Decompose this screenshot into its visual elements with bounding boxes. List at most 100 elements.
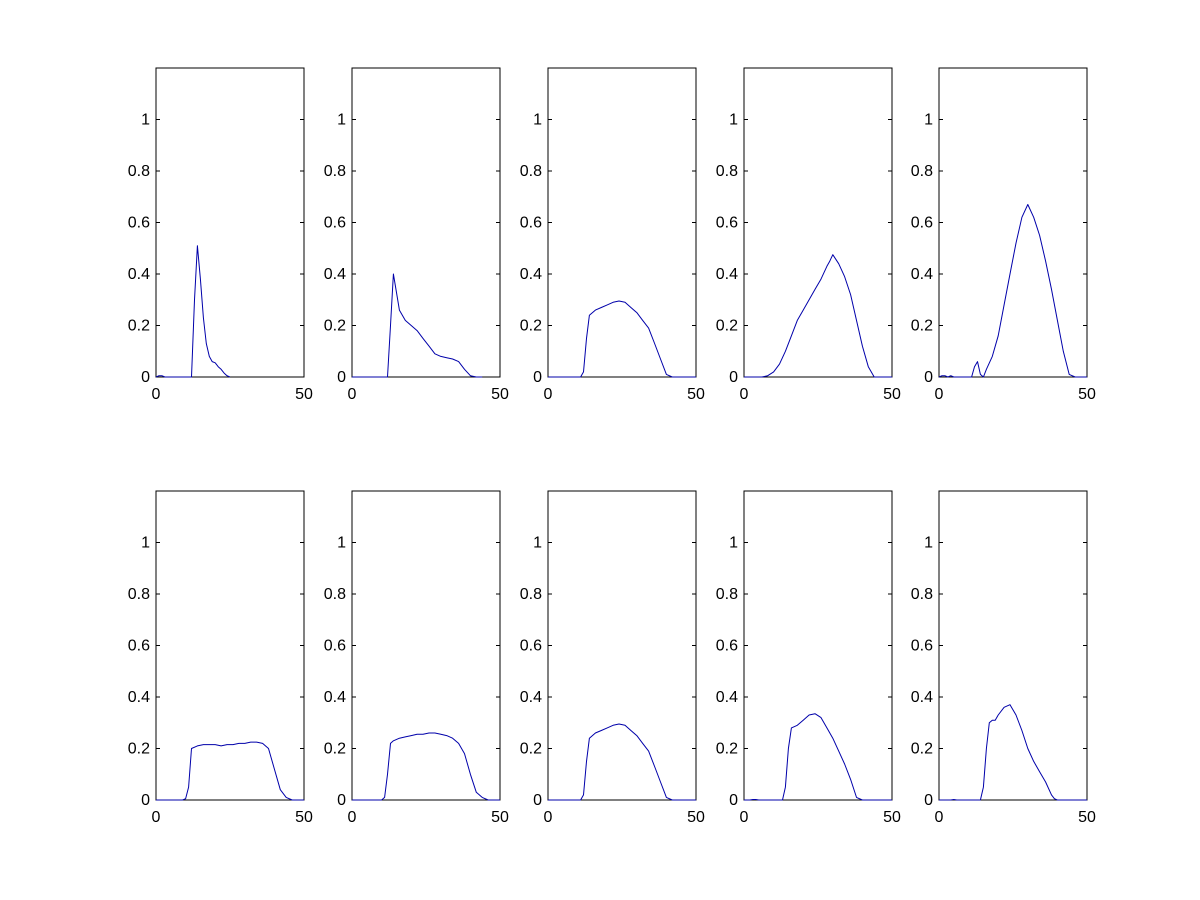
y-tick-label: 0.4 <box>716 689 738 706</box>
subplot-6: 0 0.2 0.4 0.6 0.8 1 0 50 <box>128 490 313 826</box>
y-tick-label: 1 <box>533 112 542 129</box>
axes-frame <box>743 67 893 378</box>
y-tick-label: 0.6 <box>520 638 542 655</box>
x-tick-label: 50 <box>1078 809 1096 826</box>
y-tick-label: 0.4 <box>520 689 542 706</box>
axes-frame <box>547 490 697 801</box>
y-tick-label: 0.8 <box>324 586 346 603</box>
x-tick-label: 0 <box>740 809 749 826</box>
axes-frame <box>155 67 305 378</box>
y-tick-label: 1 <box>924 112 933 129</box>
y-tick-label: 0.6 <box>716 638 738 655</box>
x-tick-label: 50 <box>491 386 509 403</box>
y-tick-label: 1 <box>729 112 738 129</box>
y-tick-label: 0.2 <box>716 741 738 758</box>
y-tick-label: 1 <box>337 535 346 552</box>
axes-frame <box>938 67 1088 378</box>
y-tick-label: 0 <box>533 792 542 809</box>
y-tick-label: 0.8 <box>520 163 542 180</box>
y-tick-label: 0.8 <box>128 163 150 180</box>
y-tick-label: 0 <box>141 792 150 809</box>
axes-frame <box>351 490 501 801</box>
y-tick-label: 0.6 <box>324 215 346 232</box>
y-tick-label: 0.4 <box>324 266 346 283</box>
y-tick-label: 0 <box>141 369 150 386</box>
y-tick-label: 0 <box>729 369 738 386</box>
y-tick-label: 0.6 <box>520 215 542 232</box>
series-line <box>548 300 696 378</box>
y-tick-label: 0.2 <box>716 318 738 335</box>
x-tick-label: 0 <box>740 386 749 403</box>
y-tick-label: 0.6 <box>716 215 738 232</box>
y-tick-label: 1 <box>141 112 150 129</box>
y-tick-label: 1 <box>141 535 150 552</box>
y-tick-label: 0.6 <box>911 638 933 655</box>
y-tick-label: 0.8 <box>911 163 933 180</box>
x-tick-label: 50 <box>295 809 313 826</box>
y-tick-label: 0.8 <box>716 586 738 603</box>
x-tick-label: 50 <box>883 386 901 403</box>
y-tick-label: 0.4 <box>520 266 542 283</box>
y-tick-label: 0.4 <box>324 689 346 706</box>
x-tick-label: 50 <box>687 386 705 403</box>
y-tick-label: 1 <box>533 535 542 552</box>
subplot-5: 0 0.2 0.4 0.6 0.8 1 0 50 <box>911 67 1096 403</box>
axes-frame <box>743 490 893 801</box>
y-tick-label: 0 <box>533 369 542 386</box>
series-line <box>939 704 1087 801</box>
x-tick-label: 50 <box>295 386 313 403</box>
x-tick-label: 50 <box>491 809 509 826</box>
subplot-3: 0 0.2 0.4 0.6 0.8 1 0 50 <box>520 67 705 403</box>
series-line <box>352 732 500 801</box>
y-tick-label: 0 <box>924 792 933 809</box>
y-tick-label: 0.2 <box>128 741 150 758</box>
x-tick-label: 50 <box>883 809 901 826</box>
y-tick-label: 1 <box>729 535 738 552</box>
series-line <box>156 741 304 801</box>
y-tick-label: 0.2 <box>911 741 933 758</box>
y-tick-label: 0.4 <box>128 266 150 283</box>
y-tick-label: 0 <box>729 792 738 809</box>
axes-frame <box>938 490 1088 801</box>
x-tick-label: 50 <box>687 809 705 826</box>
x-tick-label: 0 <box>935 386 944 403</box>
y-tick-label: 0.4 <box>716 266 738 283</box>
series-line <box>155 245 231 378</box>
x-tick-label: 0 <box>935 809 944 826</box>
y-tick-label: 0.2 <box>324 318 346 335</box>
subplot-9: 0 0.2 0.4 0.6 0.8 1 0 50 <box>716 490 901 826</box>
y-tick-label: 0.6 <box>911 215 933 232</box>
y-tick-label: 0 <box>337 792 346 809</box>
series-line <box>938 204 1087 378</box>
y-tick-label: 0.2 <box>520 318 542 335</box>
subplot-1: 0 0.2 0.4 0.6 0.8 1 0 50 <box>128 67 313 403</box>
y-tick-label: 0.4 <box>911 689 933 706</box>
axes-frame <box>351 67 501 378</box>
series-line <box>744 254 892 378</box>
x-tick-label: 0 <box>544 809 553 826</box>
y-tick-label: 0.4 <box>128 689 150 706</box>
y-tick-label: 0.8 <box>324 163 346 180</box>
y-tick-label: 1 <box>337 112 346 129</box>
x-tick-label: 0 <box>152 386 161 403</box>
x-tick-label: 0 <box>348 386 357 403</box>
y-tick-label: 0.2 <box>324 741 346 758</box>
subplot-4: 0 0.2 0.4 0.6 0.8 1 0 50 <box>716 67 901 403</box>
series-line <box>548 723 696 801</box>
y-tick-label: 0.6 <box>128 638 150 655</box>
y-tick-label: 1 <box>924 535 933 552</box>
x-tick-label: 0 <box>348 809 357 826</box>
y-tick-label: 0.6 <box>324 638 346 655</box>
y-tick-label: 0 <box>924 369 933 386</box>
subplot-7: 0 0.2 0.4 0.6 0.8 1 0 50 <box>324 490 509 826</box>
y-tick-label: 0.2 <box>911 318 933 335</box>
axes-frame <box>547 67 697 378</box>
y-tick-label: 0 <box>337 369 346 386</box>
axes-frame <box>155 490 305 801</box>
subplot-10: 0 0.2 0.4 0.6 0.8 1 0 50 <box>911 490 1096 826</box>
series-line <box>744 713 892 801</box>
y-tick-label: 0.8 <box>520 586 542 603</box>
x-tick-label: 50 <box>1078 386 1096 403</box>
y-tick-label: 0.8 <box>128 586 150 603</box>
